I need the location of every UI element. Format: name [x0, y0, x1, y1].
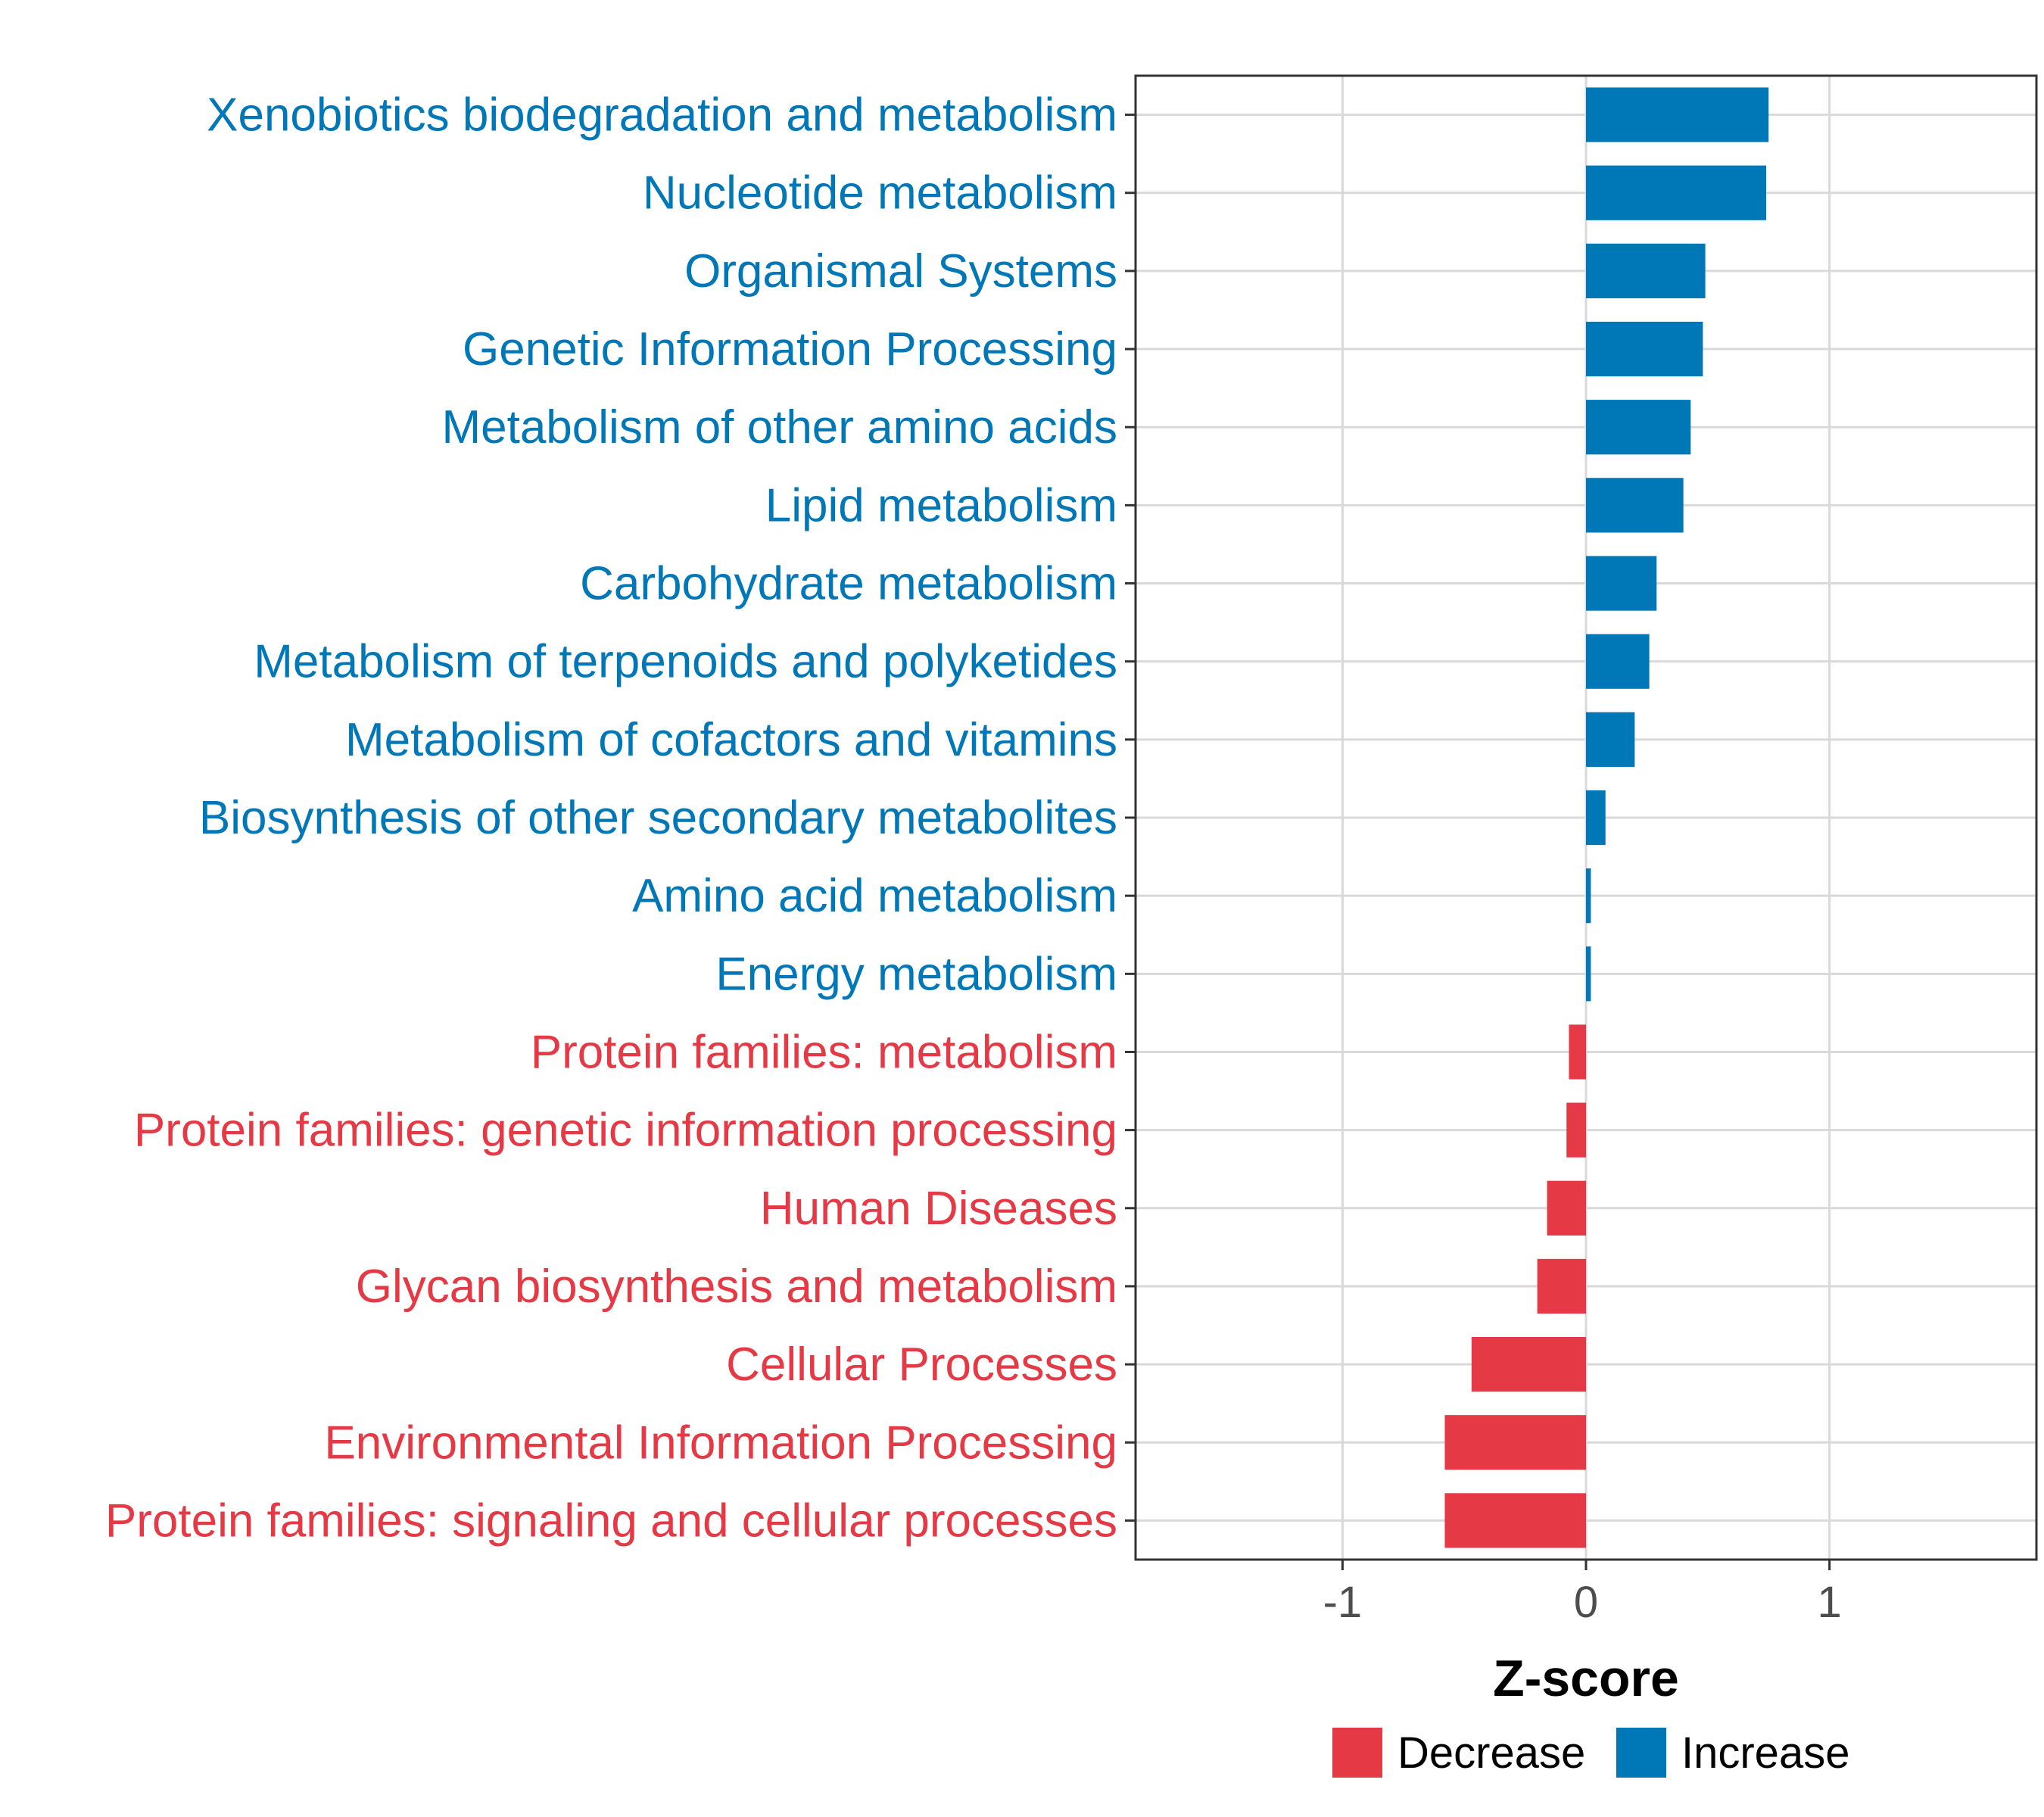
bar [1586, 243, 1706, 298]
legend-label-increase: Increase [1681, 1728, 1849, 1778]
bar [1586, 712, 1635, 767]
bar [1471, 1337, 1586, 1392]
bar [1537, 1258, 1586, 1314]
legend-swatch-increase [1616, 1728, 1666, 1778]
category-label: Organismal Systems [684, 245, 1117, 298]
x-tick-label: -1 [1323, 1578, 1363, 1627]
category-label: Carbohydrate metabolism [580, 558, 1117, 610]
legend: Decrease Increase [1332, 1728, 1849, 1778]
x-tick-label: 0 [1574, 1578, 1598, 1627]
bar [1586, 321, 1703, 377]
category-label: Glycan biosynthesis and metabolism [356, 1261, 1117, 1313]
bar [1586, 868, 1591, 924]
category-label: Nucleotide metabolism [643, 167, 1117, 220]
category-label: Cellular Processes [726, 1339, 1117, 1391]
category-label: Protein families: metabolism [531, 1026, 1117, 1078]
bar [1586, 946, 1591, 1002]
bar [1586, 556, 1657, 611]
bar [1444, 1493, 1586, 1548]
bar [1586, 634, 1650, 689]
x-tick-layer: -1 0 1 [1323, 1560, 1842, 1627]
category-label: Metabolism of terpenoids and polyketides [254, 636, 1117, 688]
category-label: Human Diseases [760, 1183, 1117, 1235]
category-label: Lipid metabolism [765, 479, 1117, 531]
category-label: Genetic Information Processing [463, 323, 1117, 376]
category-label: Energy metabolism [715, 948, 1117, 1000]
category-label: Biosynthesis of other secondary metaboli… [199, 792, 1117, 844]
bar [1586, 790, 1606, 846]
legend-swatch-decrease [1332, 1728, 1382, 1778]
bar [1547, 1180, 1586, 1236]
category-label: Metabolism of other amino acids [441, 401, 1117, 453]
bar [1569, 1024, 1586, 1080]
category-label: Environmental Information Processing [324, 1417, 1117, 1469]
bar [1586, 400, 1691, 455]
bar [1586, 165, 1766, 220]
bar [1586, 87, 1769, 142]
category-label: Metabolism of cofactors and vitamins [345, 714, 1117, 766]
category-label: Protein families: signaling and cellular… [105, 1494, 1117, 1547]
x-axis-title: Z-score [1493, 1650, 1679, 1707]
category-label: Protein families: genetic information pr… [134, 1105, 1117, 1157]
bar [1444, 1415, 1586, 1470]
x-tick-label: 1 [1817, 1578, 1841, 1627]
y-tick-layer: Xenobiotics biodegradation and metabolis… [105, 89, 1136, 1547]
legend-label-decrease: Decrease [1397, 1728, 1585, 1778]
bar [1566, 1102, 1586, 1158]
category-label: Amino acid metabolism [632, 870, 1117, 922]
bar-layer [1444, 87, 1769, 1548]
bar [1586, 478, 1684, 533]
category-label: Xenobiotics biodegradation and metabolis… [207, 89, 1117, 142]
